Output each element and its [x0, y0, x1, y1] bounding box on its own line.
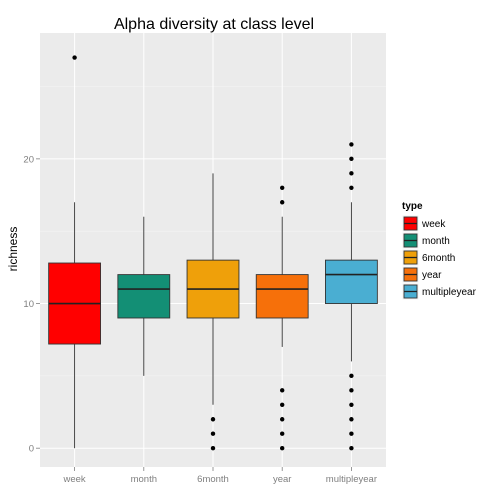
- outlier-point: [280, 431, 285, 436]
- legend-item-6month: 6month: [401, 248, 455, 267]
- y-tick-label: 20: [23, 154, 34, 165]
- outlier-point: [349, 388, 354, 393]
- outlier-point: [280, 402, 285, 407]
- y-axis-title: richness: [6, 227, 20, 272]
- outlier-point: [280, 200, 285, 205]
- legend-label: month: [422, 236, 450, 247]
- box-body: [117, 274, 171, 319]
- y-tick-label: 0: [29, 444, 34, 455]
- legend-label: week: [421, 219, 446, 230]
- outlier-point: [349, 185, 354, 190]
- outlier-point: [280, 185, 285, 190]
- legend-item-week: week: [401, 214, 446, 233]
- legend-item-month: month: [401, 231, 450, 250]
- y-ticks: 0 10 20: [23, 154, 40, 455]
- x-tick-label: multipleyear: [326, 474, 377, 485]
- outlier-point: [210, 431, 216, 436]
- legend-label: 6month: [422, 253, 455, 264]
- box-year: [255, 185, 309, 451]
- x-ticks: week month 6month year multipleyear: [63, 467, 377, 485]
- outlier-point: [349, 431, 354, 436]
- outlier-point: [210, 417, 216, 422]
- outlier-point: [280, 417, 285, 422]
- outlier-point: [349, 142, 354, 147]
- outlier-point: [349, 373, 354, 379]
- outlier-point: [280, 445, 285, 451]
- y-tick-label: 10: [23, 299, 34, 310]
- outlier-point: [72, 55, 77, 60]
- legend-item-year: year: [401, 265, 442, 284]
- outlier-point: [349, 402, 354, 407]
- box-6month: [186, 173, 240, 451]
- outlier-point: [210, 445, 216, 451]
- outlier-point: [349, 171, 354, 176]
- legend-item-multipleyear: multipleyear: [401, 282, 477, 301]
- outlier-point: [280, 388, 285, 393]
- x-tick-label: 6month: [197, 474, 229, 485]
- outlier-point: [349, 445, 354, 451]
- outlier-point: [349, 417, 354, 422]
- x-tick-label: year: [273, 474, 291, 485]
- box-week: [48, 55, 102, 449]
- x-tick-label: week: [63, 474, 86, 485]
- box-multipleyear: [325, 142, 378, 451]
- legend-title: type: [402, 201, 423, 212]
- legend-label: year: [422, 270, 442, 281]
- x-tick-label: month: [131, 474, 157, 485]
- outlier-point: [349, 156, 354, 162]
- legend: type week month 6month year multipleyear: [401, 201, 477, 301]
- box-body: [255, 274, 309, 319]
- boxes-layer: [48, 55, 378, 451]
- legend-label: multipleyear: [422, 287, 477, 298]
- box-body: [325, 259, 378, 304]
- chart-title: Alpha diversity at class level: [114, 16, 314, 33]
- box-month: [117, 216, 171, 376]
